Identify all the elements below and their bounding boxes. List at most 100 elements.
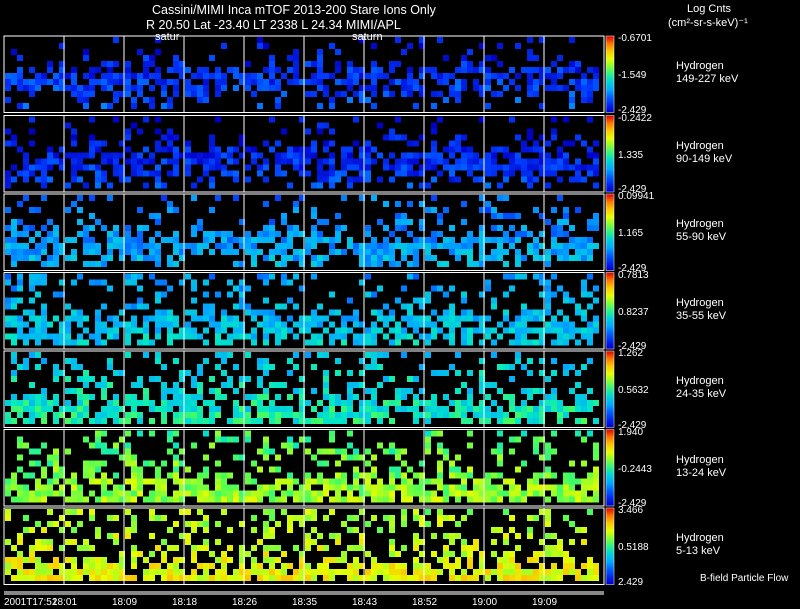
heatmap-cell <box>263 545 269 551</box>
heatmap-cell <box>5 315 11 322</box>
heatmap-cell <box>509 339 515 346</box>
x-tick-label: 18:35 <box>292 597 318 608</box>
heatmap-cell <box>11 321 17 328</box>
heatmap-cell <box>305 321 311 328</box>
heatmap-cell <box>455 134 461 141</box>
heatmap-cell <box>329 309 335 316</box>
heatmap-cell <box>437 460 443 467</box>
heatmap-cell <box>581 400 587 406</box>
heatmap-cell <box>155 478 161 485</box>
heatmap-cell <box>131 521 137 527</box>
heatmap-cell <box>89 152 95 159</box>
heatmap-cell <box>137 339 143 346</box>
heatmap-cell <box>473 237 479 243</box>
heatmap-cell <box>275 195 281 201</box>
heatmap-cell <box>515 327 521 334</box>
heatmap-cell <box>209 231 215 237</box>
heatmap-cell <box>359 400 365 406</box>
heatmap-cell <box>365 575 371 581</box>
heatmap-cell <box>305 61 311 67</box>
heatmap-cell <box>281 91 287 97</box>
heatmap-cell <box>389 569 395 575</box>
heatmap-cell <box>59 333 65 340</box>
heatmap-cell <box>17 539 23 545</box>
heatmap-cell <box>461 297 467 304</box>
heatmap-cell <box>455 557 461 563</box>
heatmap-cell <box>29 418 35 424</box>
heatmap-cell <box>53 79 59 85</box>
heatmap-cell <box>533 164 539 171</box>
heatmap-cell <box>401 352 407 358</box>
heatmap-cell <box>437 213 443 219</box>
heatmap-cell <box>311 255 317 261</box>
heatmap-cell <box>383 85 389 91</box>
heatmap-cell <box>29 279 35 286</box>
heatmap-cell <box>545 327 551 334</box>
heatmap-cell <box>461 490 467 497</box>
heatmap-cell <box>587 237 593 243</box>
heatmap-cell <box>347 569 353 575</box>
heatmap-cell <box>305 237 311 243</box>
heatmap-cell <box>281 273 287 280</box>
heatmap-cell <box>65 557 71 563</box>
heatmap-cell <box>581 539 587 545</box>
panel-frame <box>3 272 605 350</box>
heatmap-cell <box>173 243 179 249</box>
heatmap-cell <box>83 243 89 249</box>
heatmap-cell <box>383 376 389 382</box>
heatmap-cell <box>419 170 425 177</box>
heatmap-cell <box>515 152 521 159</box>
heatmap-cell <box>443 490 449 497</box>
heatmap-cell <box>419 85 425 91</box>
heatmap-cell <box>365 490 371 497</box>
heatmap-cell <box>119 255 125 261</box>
heatmap-cell <box>251 569 257 575</box>
heatmap-cell <box>17 103 23 109</box>
heatmap-cell <box>239 285 245 292</box>
heatmap-cell <box>293 225 299 231</box>
heatmap-cell <box>59 158 65 165</box>
heatmap-cell <box>479 557 485 563</box>
heatmap-cell <box>419 478 425 485</box>
heatmap-cell <box>119 243 125 249</box>
heatmap-cell <box>353 333 359 340</box>
heatmap-cell <box>23 569 29 575</box>
heatmap-cell <box>185 533 191 539</box>
heatmap-cell <box>557 225 563 231</box>
heatmap-cell <box>467 67 473 73</box>
heatmap-cell <box>113 97 119 103</box>
heatmap-cell <box>515 466 521 473</box>
heatmap-cell <box>107 490 113 497</box>
heatmap-cell <box>107 448 113 455</box>
energy-range-label: 24-35 keV <box>676 388 727 401</box>
heatmap-cell <box>455 412 461 418</box>
heatmap-cell <box>269 315 275 322</box>
heatmap-cell <box>77 364 83 370</box>
heatmap-cell <box>359 243 365 249</box>
heatmap-cell <box>239 134 245 141</box>
heatmap-cell <box>167 201 173 207</box>
heatmap-cell <box>359 164 365 171</box>
heatmap-cell <box>131 73 137 79</box>
heatmap-cell <box>533 478 539 485</box>
heatmap-cell <box>395 321 401 328</box>
heatmap-cell <box>485 418 491 424</box>
heatmap-cell <box>197 176 203 183</box>
heatmap-cell <box>431 152 437 159</box>
heatmap-cell <box>131 412 137 418</box>
heatmap-cell <box>407 406 413 412</box>
heatmap-cell <box>593 442 599 449</box>
heatmap-cell <box>359 91 365 97</box>
heatmap-cell <box>29 315 35 322</box>
heatmap-cell <box>419 315 425 322</box>
heatmap-cell <box>89 333 95 340</box>
heatmap-cell <box>101 140 107 147</box>
heatmap-cell <box>377 243 383 249</box>
heatmap-cell <box>365 255 371 261</box>
heatmap-cell <box>89 460 95 467</box>
heatmap-cell <box>467 472 473 479</box>
heatmap-cell <box>215 364 221 370</box>
heatmap-cell <box>125 73 131 79</box>
heatmap-cell <box>305 400 311 406</box>
heatmap-cell <box>455 496 461 503</box>
